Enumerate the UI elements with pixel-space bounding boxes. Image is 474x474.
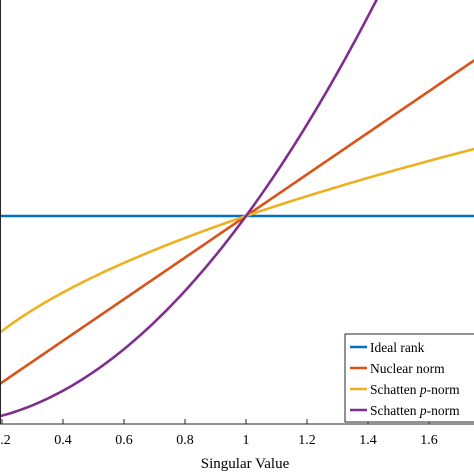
x-axis-label: Singular Value xyxy=(201,456,290,472)
legend: Ideal rank Nuclear norm Schatten p-norm Sch… xyxy=(344,333,474,423)
x-tick-label: 1.6 xyxy=(420,433,438,448)
x-tick-label: 0.8 xyxy=(176,433,194,448)
legend-label: Schatten p-norm xyxy=(370,382,460,397)
series-line-2 xyxy=(0,58,474,386)
x-tick-label: 1 xyxy=(243,433,250,448)
series-line-4 xyxy=(0,0,378,418)
legend-box xyxy=(344,333,474,423)
x-tick-label: 1.4 xyxy=(359,433,377,448)
x-tick-label: 0.4 xyxy=(54,433,72,448)
x-tick-label: 1.2 xyxy=(298,433,316,448)
series-line-3 xyxy=(0,147,474,335)
x-tick-label: 0.6 xyxy=(115,433,133,448)
legend-label: Nuclear norm xyxy=(370,361,445,376)
legend-label: Ideal rank xyxy=(370,340,425,355)
legend-label: Schatten p-norm xyxy=(370,403,460,418)
series-layer xyxy=(0,0,474,418)
x-tick-label: 0.2 xyxy=(0,433,11,448)
